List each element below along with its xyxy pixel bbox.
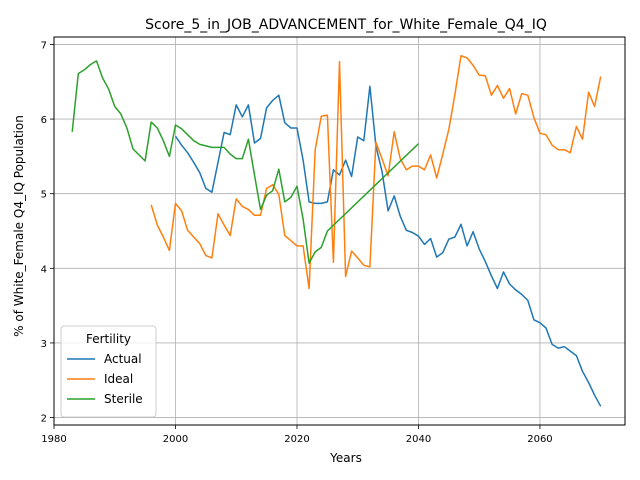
x-tick-label: 2060 bbox=[527, 434, 552, 445]
y-tick-label: 5 bbox=[41, 190, 47, 201]
x-tick-label: 2040 bbox=[406, 434, 431, 445]
series-line-ideal bbox=[150, 54, 602, 290]
plot-frame bbox=[53, 36, 626, 426]
legend-title: Fertility bbox=[86, 332, 131, 346]
y-tick-label: 4 bbox=[41, 264, 47, 275]
legend-label-ideal: Ideal bbox=[104, 372, 133, 386]
series-line-sterile bbox=[71, 60, 420, 264]
y-tick-label: 3 bbox=[41, 339, 47, 350]
x-axis: 1980 2000 2020 2040 2060 bbox=[41, 425, 553, 445]
y-axis-label: % of White_Female Q4_IQ Population bbox=[12, 115, 26, 337]
legend-label-sterile: Sterile bbox=[104, 392, 143, 406]
x-tick-label: 2020 bbox=[284, 434, 309, 445]
chart-title: Score_5_in_JOB_ADVANCEMENT_for_White_Fem… bbox=[145, 17, 547, 33]
x-tick-label: 1980 bbox=[41, 434, 66, 445]
x-tick-label: 2000 bbox=[163, 434, 188, 445]
series-lines bbox=[71, 54, 602, 407]
y-tick-label: 6 bbox=[41, 115, 47, 126]
legend-box bbox=[60, 325, 157, 418]
x-axis-label: Years bbox=[329, 451, 362, 465]
series-line-actual bbox=[174, 85, 602, 407]
y-tick-label: 7 bbox=[41, 40, 47, 51]
legend-label-actual: Actual bbox=[104, 352, 142, 366]
y-axis: 2 3 4 5 6 7 bbox=[41, 40, 54, 425]
y-tick-label: 2 bbox=[41, 414, 47, 425]
legend: Fertility Actual Ideal Sterile bbox=[60, 325, 157, 418]
